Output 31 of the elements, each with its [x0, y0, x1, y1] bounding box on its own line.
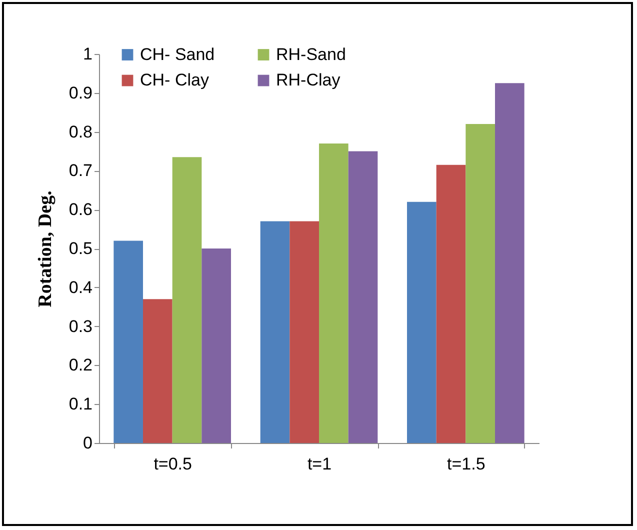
bar	[114, 240, 143, 443]
bar	[172, 157, 202, 443]
y-tick-label: 0.2	[68, 356, 92, 375]
legend-label: RH-Sand	[276, 44, 346, 64]
y-tick-label: 0.9	[68, 83, 92, 102]
y-tick-label: 0.7	[68, 161, 92, 180]
y-tick-label: 0.8	[68, 122, 92, 142]
bar	[348, 151, 378, 443]
legend-label: CH- Sand	[140, 44, 215, 64]
bar	[466, 124, 495, 443]
x-tick-label: t=0.5	[154, 454, 192, 474]
y-tick-label: 0.3	[68, 316, 92, 336]
x-tick-label: t=1	[307, 454, 332, 474]
y-axis-title: Rotation, Deg.	[34, 190, 56, 308]
y-tick-label: 0	[83, 434, 92, 452]
bar	[202, 248, 231, 443]
bar	[495, 83, 524, 443]
y-tick-label: 0.4	[68, 278, 92, 297]
legend-label: CH- Clay	[140, 70, 210, 90]
bar	[407, 202, 436, 443]
y-tick-label: 0.1	[68, 394, 92, 414]
y-tick-label: 0.5	[68, 239, 92, 258]
y-tick-label: 0.6	[68, 200, 92, 220]
x-tick-label: t=1.5	[447, 454, 486, 474]
bar	[260, 221, 290, 443]
bar	[436, 164, 466, 443]
y-tick-label: 1	[83, 44, 92, 64]
legend-label: RH-Clay	[276, 70, 341, 90]
bar	[319, 143, 348, 443]
bar	[143, 299, 172, 443]
bar	[290, 221, 319, 443]
